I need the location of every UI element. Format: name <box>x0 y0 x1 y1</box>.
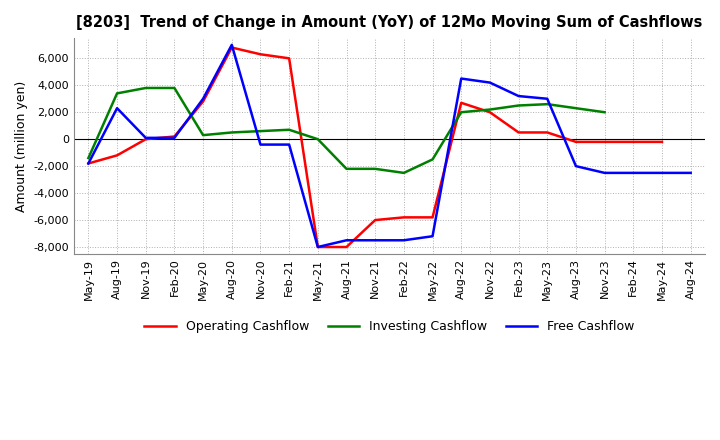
Investing Cashflow <box>256 128 265 134</box>
Operating Cashflow <box>428 215 437 220</box>
Investing Cashflow <box>113 91 122 96</box>
Investing Cashflow <box>400 170 408 176</box>
Free Cashflow <box>629 170 638 176</box>
Free Cashflow <box>113 106 122 111</box>
Free Cashflow <box>141 135 150 140</box>
Investing Cashflow <box>572 106 580 111</box>
Free Cashflow <box>228 42 236 48</box>
Operating Cashflow <box>485 110 494 115</box>
Free Cashflow <box>371 238 379 243</box>
Operating Cashflow <box>543 130 552 135</box>
Investing Cashflow <box>485 107 494 112</box>
Operating Cashflow <box>256 51 265 57</box>
Free Cashflow <box>543 96 552 101</box>
Operating Cashflow <box>657 139 666 144</box>
Free Cashflow <box>199 96 207 101</box>
Operating Cashflow <box>84 161 93 166</box>
Operating Cashflow <box>400 215 408 220</box>
Free Cashflow <box>285 142 294 147</box>
Operating Cashflow <box>457 100 466 106</box>
Investing Cashflow <box>313 136 322 142</box>
Investing Cashflow <box>285 127 294 132</box>
Investing Cashflow <box>199 132 207 138</box>
Free Cashflow <box>400 238 408 243</box>
Operating Cashflow <box>629 139 638 144</box>
Free Cashflow <box>657 170 666 176</box>
Free Cashflow <box>485 80 494 85</box>
Operating Cashflow <box>342 244 351 249</box>
Free Cashflow <box>170 135 179 140</box>
Investing Cashflow <box>514 103 523 108</box>
Operating Cashflow <box>113 153 122 158</box>
Investing Cashflow <box>141 85 150 91</box>
Operating Cashflow <box>371 217 379 223</box>
Free Cashflow <box>686 170 695 176</box>
Title: [8203]  Trend of Change in Amount (YoY) of 12Mo Moving Sum of Cashflows: [8203] Trend of Change in Amount (YoY) o… <box>76 15 703 30</box>
Investing Cashflow <box>371 166 379 172</box>
Y-axis label: Amount (million yen): Amount (million yen) <box>15 81 28 212</box>
Investing Cashflow <box>228 130 236 135</box>
Free Cashflow <box>457 76 466 81</box>
Investing Cashflow <box>84 155 93 161</box>
Free Cashflow <box>600 170 609 176</box>
Investing Cashflow <box>543 102 552 107</box>
Free Cashflow <box>84 161 93 166</box>
Operating Cashflow <box>285 56 294 61</box>
Line: Investing Cashflow: Investing Cashflow <box>89 88 605 173</box>
Free Cashflow <box>313 244 322 249</box>
Operating Cashflow <box>228 45 236 50</box>
Legend: Operating Cashflow, Investing Cashflow, Free Cashflow: Operating Cashflow, Investing Cashflow, … <box>140 315 639 338</box>
Operating Cashflow <box>572 139 580 144</box>
Investing Cashflow <box>428 157 437 162</box>
Operating Cashflow <box>199 99 207 104</box>
Free Cashflow <box>428 234 437 239</box>
Operating Cashflow <box>170 134 179 139</box>
Investing Cashflow <box>342 166 351 172</box>
Operating Cashflow <box>514 130 523 135</box>
Operating Cashflow <box>141 136 150 142</box>
Investing Cashflow <box>170 85 179 91</box>
Operating Cashflow <box>600 139 609 144</box>
Line: Operating Cashflow: Operating Cashflow <box>89 48 662 247</box>
Free Cashflow <box>256 142 265 147</box>
Free Cashflow <box>342 238 351 243</box>
Free Cashflow <box>514 93 523 99</box>
Line: Free Cashflow: Free Cashflow <box>89 45 690 247</box>
Investing Cashflow <box>600 110 609 115</box>
Operating Cashflow <box>313 244 322 249</box>
Investing Cashflow <box>457 110 466 115</box>
Free Cashflow <box>572 164 580 169</box>
